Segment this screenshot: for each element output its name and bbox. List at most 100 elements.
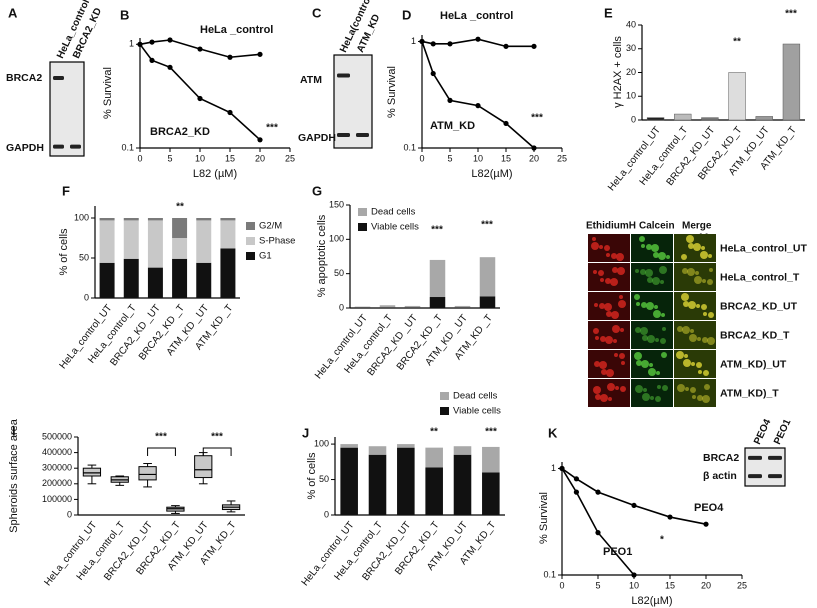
cell-spot	[636, 302, 640, 306]
marker	[197, 95, 203, 102]
cell-spot	[595, 394, 601, 400]
annotation: ***	[531, 113, 543, 124]
blot-row-label: GAPDH	[298, 132, 336, 144]
cell-spot	[707, 279, 713, 285]
marker	[503, 43, 509, 49]
legend-label: Viable cells	[453, 406, 501, 417]
cell-spot	[677, 326, 683, 332]
bar-segment	[147, 267, 163, 298]
cell-spot	[607, 383, 615, 391]
box	[138, 466, 157, 481]
panel-label: D	[402, 7, 411, 22]
x-tick-label: 5	[595, 580, 600, 590]
image-tile	[588, 321, 630, 349]
cell-spot	[636, 360, 642, 366]
bracket	[202, 447, 232, 456]
cell-spot	[634, 352, 642, 360]
cell-spot	[619, 353, 625, 359]
marker	[595, 530, 601, 536]
x-tick-label: 5	[447, 153, 452, 163]
annotation: ***	[211, 432, 223, 443]
cell-spot	[641, 360, 649, 368]
x-tick-label: 10	[195, 153, 205, 163]
x-tick-label: 10	[473, 153, 483, 163]
y-tick-label: 100	[74, 212, 89, 222]
x-tick-label: 20	[701, 580, 711, 590]
image-tile	[674, 379, 716, 407]
cell-spot	[708, 312, 714, 318]
y-tick-label: 100000	[42, 494, 72, 504]
y-tick-label: 100	[329, 234, 344, 244]
cell-spot	[681, 254, 687, 260]
cell-spot	[704, 384, 710, 390]
bar-segment	[147, 220, 163, 268]
cell-spot	[611, 253, 617, 259]
bar-segment	[379, 307, 396, 308]
bar-segment	[99, 262, 115, 298]
bar-segment	[123, 218, 139, 221]
cell-spot	[605, 336, 613, 344]
marker	[447, 41, 453, 47]
cell-spot	[684, 354, 688, 358]
bar-segment	[404, 305, 421, 308]
cell-spot	[690, 387, 696, 393]
cell-spot	[640, 327, 648, 335]
marker	[430, 41, 436, 47]
bar-segment	[340, 447, 358, 515]
y-tick-label: 300000	[42, 463, 72, 473]
y-axis-label: % of cells	[58, 228, 70, 276]
x-tick-label: 25	[557, 153, 567, 163]
blot-row-label: BRCA2	[703, 452, 739, 464]
image-tile	[588, 379, 630, 407]
marker	[531, 145, 537, 151]
y-tick-label: 50	[334, 268, 344, 278]
bar-segment	[397, 444, 415, 448]
cell-spot	[610, 278, 618, 286]
y-tick-label: 400000	[42, 447, 72, 457]
y-tick-label: 0	[84, 292, 89, 302]
cell-spot	[697, 337, 701, 341]
annotation: ***	[155, 432, 167, 443]
cell-spot	[692, 395, 696, 399]
marker	[503, 120, 509, 127]
bar-segment	[220, 218, 236, 221]
cell-spot	[606, 253, 610, 257]
y-tick-label: 500000	[42, 431, 72, 441]
cell-spot	[702, 395, 710, 403]
marker	[149, 39, 155, 45]
y-tick-label: 150	[329, 199, 344, 209]
legend-swatch	[358, 208, 367, 216]
annotation: *	[660, 535, 664, 546]
bar-segment	[340, 444, 358, 448]
bar-segment	[429, 297, 446, 308]
cell-spot	[689, 334, 697, 342]
x-tick-label: 5	[167, 153, 172, 163]
legend-label: Dead cells	[371, 207, 416, 218]
image-tile	[631, 379, 673, 407]
cell-spot	[635, 385, 643, 393]
annotation: **	[733, 37, 741, 48]
x-tick-label: 15	[665, 580, 675, 590]
bar	[674, 113, 692, 121]
box	[82, 467, 102, 477]
series-label: PEO4	[694, 502, 724, 514]
blot-band	[748, 455, 762, 460]
bar-segment	[429, 259, 446, 298]
x-tick-label: HeLa_control_UT	[300, 520, 357, 589]
cell-spot	[660, 280, 664, 284]
cell-spot	[691, 362, 695, 366]
image-column-label: EthidiumH	[586, 221, 636, 232]
cell-spot	[611, 311, 619, 319]
x-tick-label: 20	[255, 153, 265, 163]
legend-label: G1	[259, 251, 272, 262]
blot-row-label: β actin	[703, 470, 737, 482]
cell-spot	[694, 276, 702, 284]
blot-band	[337, 132, 350, 137]
marker	[573, 489, 580, 495]
cell-spot	[693, 243, 701, 251]
x-tick-label: 0	[419, 153, 424, 163]
cell-spot	[594, 303, 598, 307]
cell-spot	[614, 353, 618, 357]
cell-spot	[595, 336, 599, 340]
cell-spot	[688, 301, 696, 309]
